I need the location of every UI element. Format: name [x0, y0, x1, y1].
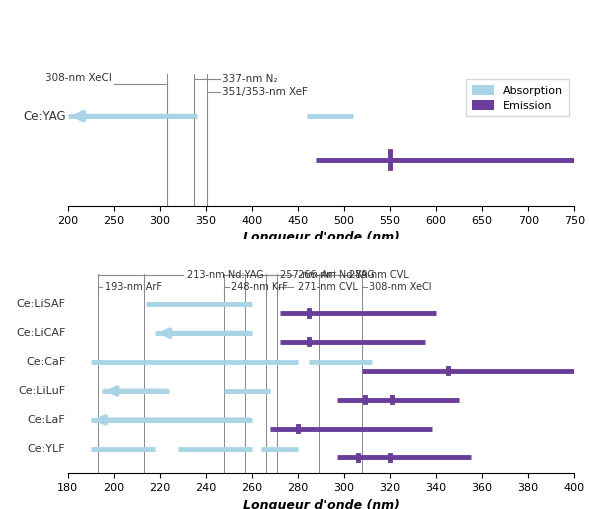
X-axis label: Longueur d'onde (nm): Longueur d'onde (nm): [243, 499, 399, 509]
Text: 248-nm KrF: 248-nm KrF: [231, 282, 288, 292]
Legend: Absorption, Emission: Absorption, Emission: [466, 79, 569, 117]
Text: 308-nm XeCl: 308-nm XeCl: [369, 282, 432, 292]
Text: Ce:LiLuF: Ce:LiLuF: [18, 386, 65, 396]
Text: 337-nm N₂: 337-nm N₂: [221, 74, 277, 84]
Text: 351/353-nm XeF: 351/353-nm XeF: [221, 88, 307, 97]
Text: Ce:YLF: Ce:YLF: [28, 444, 65, 454]
Text: 271-nm CVL: 271-nm CVL: [298, 282, 358, 292]
Text: 266-nm Nd:YAG: 266-nm Nd:YAG: [298, 270, 375, 280]
Text: Ce:LiCAF: Ce:LiCAF: [16, 328, 65, 338]
Text: 289-nm CVL: 289-nm CVL: [349, 270, 408, 280]
Text: Ce:CaF: Ce:CaF: [26, 357, 65, 367]
X-axis label: Longueur d'onde (nm): Longueur d'onde (nm): [243, 232, 399, 244]
Text: 308-nm XeCl: 308-nm XeCl: [45, 73, 112, 83]
Text: Ce:LiSAF: Ce:LiSAF: [16, 299, 65, 309]
Text: Ce:YAG: Ce:YAG: [24, 109, 66, 123]
Text: 193-nm ArF: 193-nm ArF: [105, 282, 161, 292]
Text: 213-nm Nd:YAG: 213-nm Nd:YAG: [187, 270, 264, 280]
Text: 257-nm Ar⁺: 257-nm Ar⁺: [280, 270, 336, 280]
Text: Ce:LaF: Ce:LaF: [28, 415, 65, 425]
